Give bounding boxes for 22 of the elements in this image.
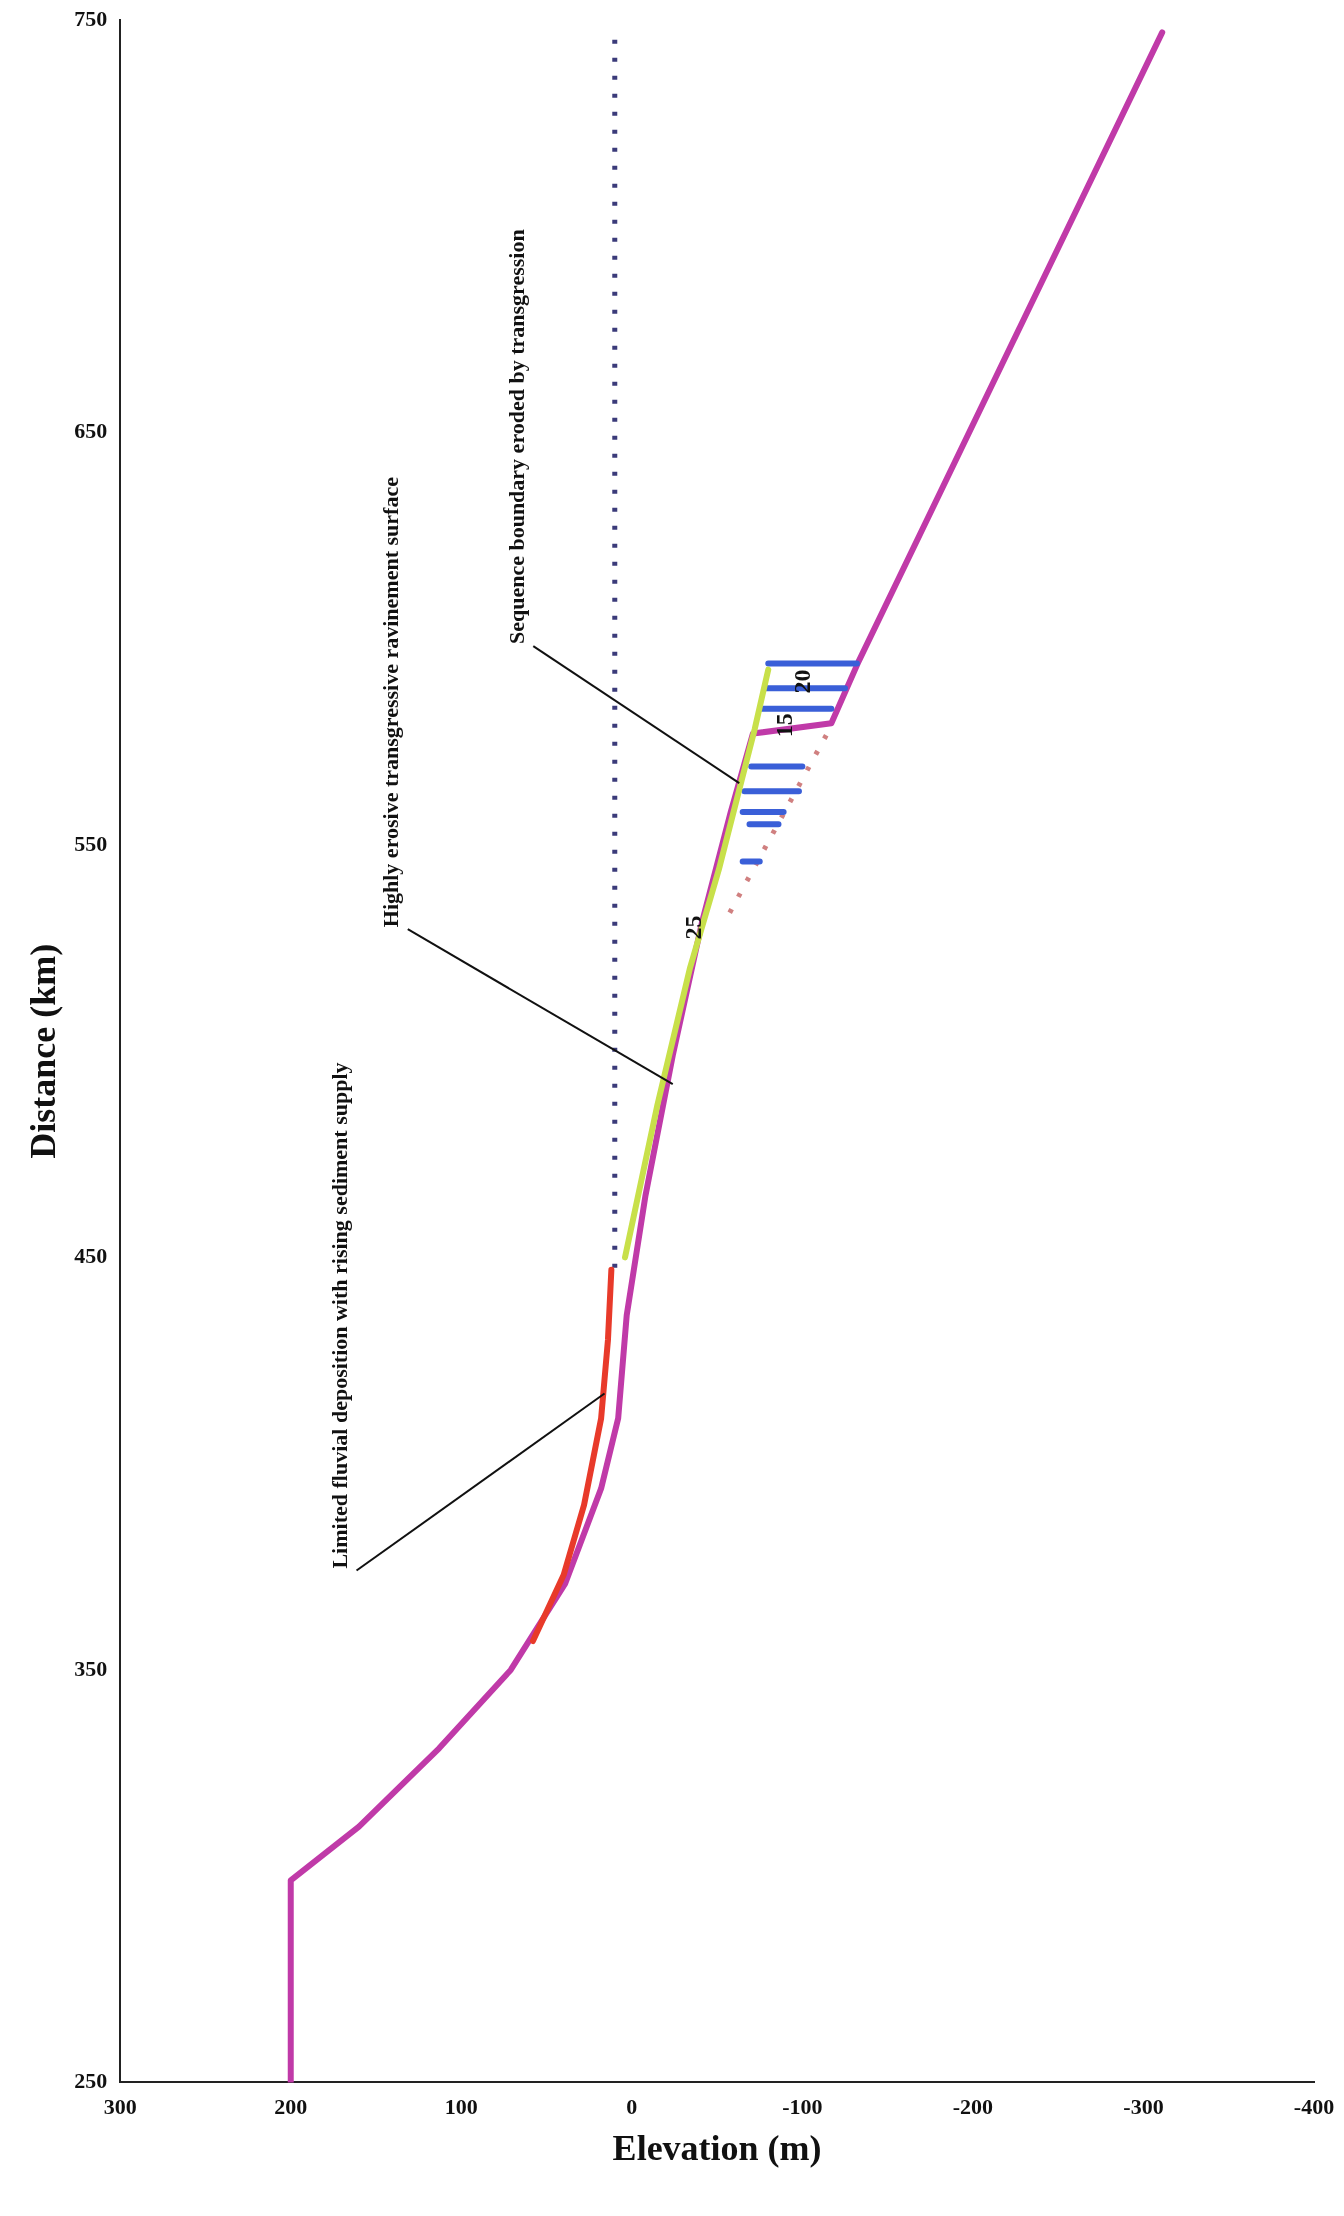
x-tick-label: 100: [444, 2094, 478, 2120]
x-tick-label: 300: [103, 2094, 137, 2120]
annotation: Limited fluvial deposition with rising sediment supply: [327, 1062, 353, 1569]
y-tick-label: 250: [74, 2068, 108, 2094]
y-tick-label: 350: [74, 1655, 108, 1681]
y-axis-title: Distance (km): [22, 943, 63, 1159]
annotation: Sequence boundary eroded by transgression: [503, 229, 529, 645]
x-tick-label: -200: [952, 2094, 994, 2120]
x-axis-title: Elevation (m): [612, 2127, 822, 2168]
x-tick-label: -400: [1293, 2094, 1335, 2120]
annotation: 15: [770, 713, 797, 738]
y-tick-label: 550: [74, 830, 108, 856]
y-tick-label: 650: [74, 418, 108, 444]
x-tick-label: 0: [626, 2094, 638, 2120]
x-tick-label: -100: [782, 2094, 823, 2120]
x-tick-label: 200: [274, 2094, 308, 2120]
annotation: Highly erosive transgressive ravinement surface: [378, 476, 404, 928]
y-tick-label: 750: [74, 5, 108, 31]
x-tick-label: -300: [1123, 2094, 1164, 2120]
annotation: 25: [680, 915, 707, 940]
annotation: 20: [789, 669, 816, 694]
y-tick-label: 450: [74, 1243, 108, 1269]
